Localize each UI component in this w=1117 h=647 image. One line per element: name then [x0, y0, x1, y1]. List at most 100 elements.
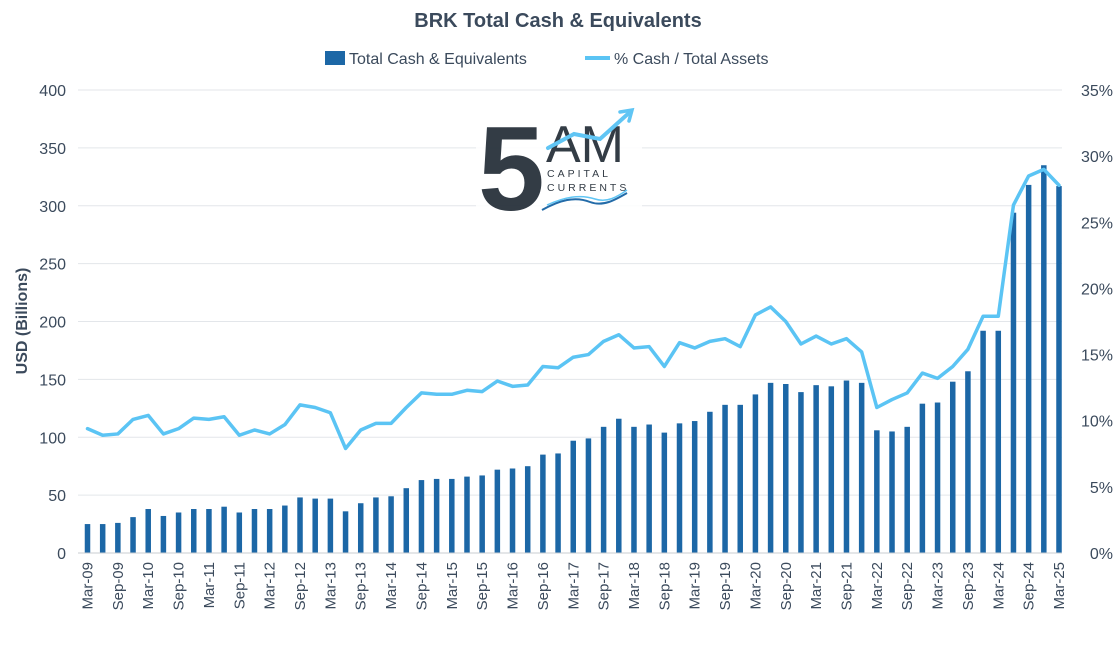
bar: [388, 496, 394, 553]
x-tick-label: Sep-23: [960, 562, 977, 610]
bar: [767, 382, 774, 553]
x-tick-label: Sep-20: [778, 562, 795, 610]
y2-tick-label: 20%: [1081, 281, 1113, 298]
x-tick-label: Mar-19: [687, 562, 704, 610]
x-tick-label: Mar-25: [1051, 562, 1068, 610]
y-tick-label: 300: [39, 199, 66, 216]
x-tick-label: Sep-16: [535, 562, 552, 610]
logo-numeral: 5: [478, 102, 545, 236]
x-tick-label: Sep-15: [474, 562, 491, 610]
x-tick-label: Sep-21: [838, 562, 855, 610]
y2-tick-label: 0%: [1090, 546, 1113, 563]
x-tick-label: Mar-21: [808, 562, 825, 610]
bar: [540, 454, 546, 553]
y2-tick-label: 15%: [1081, 348, 1113, 365]
bar: [904, 426, 910, 553]
bar: [752, 394, 759, 553]
bar: [980, 330, 986, 553]
x-tick-label: Sep-19: [717, 562, 734, 610]
bar: [99, 524, 106, 553]
y2-tick-label: 25%: [1081, 215, 1113, 232]
series-line-cash-pct: [85, 167, 1061, 451]
bar: [737, 404, 743, 553]
x-tick-label: Mar-18: [626, 562, 643, 610]
legend-bar-label: Total Cash & Equivalents: [349, 51, 527, 68]
y-tick-label: 200: [39, 315, 66, 332]
bar: [357, 503, 364, 553]
x-tick-label: Sep-13: [353, 562, 370, 610]
bar: [646, 424, 652, 553]
x-tick-label: Mar-14: [383, 562, 400, 610]
y2-tick-label: 30%: [1081, 149, 1113, 166]
y-tick-label: 150: [39, 372, 66, 389]
y2-tick-label: 35%: [1081, 83, 1113, 100]
bar: [555, 453, 561, 553]
x-tick-label: Mar-22: [869, 562, 886, 610]
y-tick-label: 250: [39, 257, 66, 274]
bar: [130, 517, 136, 553]
bar: [631, 426, 637, 553]
x-tick-label: Mar-20: [747, 562, 764, 610]
bar: [206, 509, 212, 553]
x-tick-label: Sep-18: [656, 562, 673, 610]
bar: [312, 498, 318, 553]
bar: [464, 476, 470, 553]
bar: [691, 421, 698, 553]
x-tick-label: Mar-10: [140, 562, 157, 610]
x-tick-label: Sep-22: [899, 562, 916, 610]
bar: [798, 392, 804, 553]
y2-tick-label: 5%: [1090, 480, 1113, 497]
bar: [995, 330, 1002, 553]
x-tick-label: Sep-14: [413, 562, 430, 610]
bar: [965, 371, 971, 553]
x-tick-label: Mar-23: [930, 562, 947, 610]
bar: [722, 404, 728, 553]
x-tick-label: Mar-09: [80, 562, 97, 610]
bar: [570, 440, 576, 553]
bar: [828, 386, 835, 553]
bar: [251, 509, 258, 553]
bar: [707, 411, 713, 553]
bar: [175, 512, 182, 553]
bar: [433, 478, 440, 553]
chart-title: BRK Total Cash & Equivalents: [414, 10, 701, 32]
x-tick-label: Sep-17: [596, 562, 613, 610]
bar: [297, 497, 303, 553]
y-tick-label: 100: [39, 430, 66, 447]
bar: [509, 468, 516, 553]
bar: [889, 431, 895, 553]
logo-wave-icon: [541, 192, 628, 211]
bar: [934, 402, 941, 553]
bar: [282, 505, 288, 553]
x-tick-label: Mar-16: [505, 562, 522, 610]
bar: [585, 438, 592, 553]
bar: [327, 498, 334, 553]
bar: [1041, 165, 1047, 554]
bar: [403, 488, 410, 553]
bar: [160, 515, 167, 553]
y-tick-label: 50: [48, 488, 66, 505]
x-tick-label: Mar-13: [322, 562, 339, 610]
bar: [843, 380, 850, 553]
x-tick-label: Sep-24: [1021, 562, 1038, 610]
legend-bar-swatch: [325, 51, 345, 65]
bar: [1010, 212, 1017, 553]
bar: [479, 475, 485, 553]
x-tick-label: Mar-17: [565, 562, 582, 610]
bar: [676, 423, 683, 553]
bar: [1056, 186, 1062, 553]
x-tick-label: Sep-10: [171, 562, 188, 610]
bar: [191, 509, 197, 553]
logo-letters: AM: [546, 116, 624, 174]
bar: [524, 466, 531, 553]
bar: [858, 382, 865, 553]
logo-line-capital: CAPITAL: [547, 168, 611, 180]
bar: [236, 512, 243, 553]
x-tick-label: Sep-11: [231, 562, 248, 609]
y-tick-label: 400: [39, 83, 66, 100]
logo-line-currents: CURRENTS: [547, 182, 629, 194]
bar: [418, 480, 425, 553]
legend: Total Cash & Equivalents % Cash / Total …: [325, 51, 768, 68]
bar: [221, 506, 227, 553]
